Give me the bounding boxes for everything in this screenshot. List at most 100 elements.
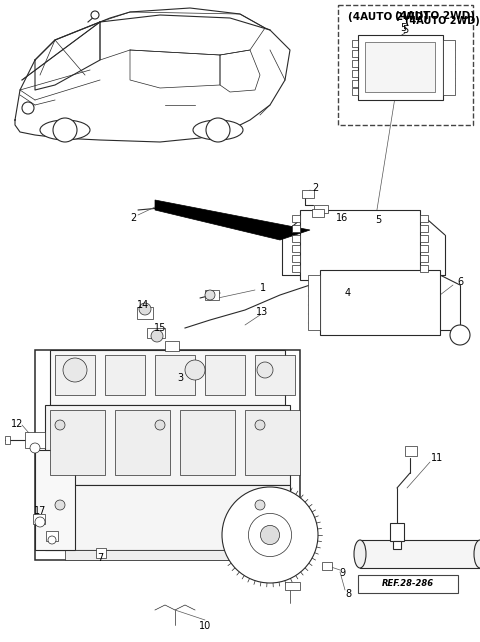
Bar (365, 42, 435, 92)
Bar (358, 575, 458, 593)
Bar (420, 255, 428, 262)
Bar (155, 355, 195, 395)
Text: 4: 4 (345, 288, 351, 298)
Text: 11: 11 (431, 453, 443, 463)
Bar (55, 355, 95, 395)
Text: 16: 16 (336, 213, 348, 223)
Text: 1: 1 (260, 283, 266, 293)
Circle shape (30, 443, 40, 453)
Circle shape (222, 487, 318, 583)
Text: (4AUTO 2WD): (4AUTO 2WD) (405, 16, 480, 26)
Text: 2: 2 (130, 213, 136, 223)
Bar (352, 40, 358, 47)
Bar (300, 210, 420, 280)
Bar (50, 350, 285, 405)
Bar (45, 405, 290, 485)
Bar (33, 514, 45, 524)
Bar (443, 40, 455, 95)
Text: (4AUTO 2WD): (4AUTO 2WD) (395, 11, 475, 21)
Circle shape (206, 118, 230, 142)
Text: 5: 5 (402, 25, 408, 35)
Text: (4AUTO 2WD): (4AUTO 2WD) (348, 12, 428, 22)
Bar (65, 550, 270, 560)
Bar (352, 80, 358, 87)
Bar (292, 255, 300, 262)
Bar (46, 531, 58, 541)
Text: REF.28-286: REF.28-286 (382, 580, 434, 589)
Text: 6: 6 (457, 277, 463, 287)
Bar (255, 355, 295, 395)
Polygon shape (155, 200, 310, 240)
Bar (105, 355, 145, 395)
Circle shape (260, 525, 279, 544)
Bar (292, 245, 300, 252)
Text: 10: 10 (199, 621, 211, 631)
Circle shape (139, 303, 151, 315)
Text: 13: 13 (256, 307, 268, 317)
Bar (180, 410, 235, 475)
Bar (35, 450, 75, 550)
Circle shape (55, 500, 65, 510)
Circle shape (55, 420, 65, 430)
Bar (420, 265, 428, 272)
Bar (352, 88, 358, 95)
Bar (314, 205, 328, 213)
Circle shape (249, 514, 292, 557)
Text: 2: 2 (312, 183, 318, 193)
Bar (292, 225, 300, 232)
Bar (292, 215, 300, 222)
Text: 17: 17 (34, 506, 46, 516)
Text: 3: 3 (177, 373, 183, 383)
Circle shape (53, 118, 77, 142)
Circle shape (63, 358, 87, 382)
Circle shape (35, 517, 45, 527)
Text: 14: 14 (137, 300, 149, 310)
Bar (302, 190, 314, 198)
Bar (360, 540, 480, 568)
Bar (352, 60, 358, 67)
Circle shape (91, 11, 99, 19)
Circle shape (151, 330, 163, 342)
Bar (308, 275, 320, 330)
Bar (137, 307, 153, 319)
Ellipse shape (40, 120, 90, 140)
Bar (165, 341, 179, 351)
Bar (322, 562, 332, 570)
Bar (147, 328, 165, 338)
Bar (352, 50, 358, 57)
Circle shape (257, 362, 273, 378)
Circle shape (255, 420, 265, 430)
Text: 12: 12 (11, 419, 23, 429)
Text: 9: 9 (339, 568, 345, 578)
Circle shape (185, 360, 205, 380)
Bar (205, 355, 245, 395)
Ellipse shape (193, 120, 243, 140)
Bar (245, 410, 300, 475)
Ellipse shape (354, 540, 366, 568)
Bar (45, 485, 290, 550)
Circle shape (155, 420, 165, 430)
Bar (35, 350, 300, 560)
Bar (358, 35, 443, 100)
Bar (405, 446, 417, 456)
Bar (285, 582, 300, 590)
Circle shape (48, 536, 56, 544)
Bar (115, 410, 170, 475)
Bar (390, 523, 404, 541)
Text: 5: 5 (400, 23, 406, 33)
Bar (205, 290, 219, 300)
Bar (420, 245, 428, 252)
Bar (312, 209, 324, 217)
Ellipse shape (474, 540, 480, 568)
Bar (292, 265, 300, 272)
Bar (393, 541, 401, 549)
Text: 8: 8 (345, 589, 351, 599)
Bar (420, 235, 428, 242)
Text: 5: 5 (375, 215, 381, 225)
Text: 7: 7 (97, 553, 103, 563)
Bar (320, 270, 440, 335)
Circle shape (205, 290, 215, 300)
Circle shape (450, 325, 470, 345)
Bar (420, 225, 428, 232)
Bar (96, 548, 106, 558)
